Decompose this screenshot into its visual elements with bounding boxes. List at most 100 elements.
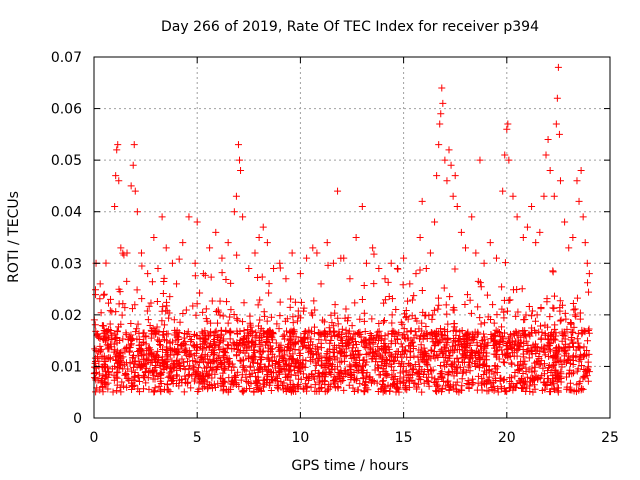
data-point <box>431 218 439 226</box>
band-point <box>287 327 295 335</box>
band-point <box>282 387 290 395</box>
band-point <box>500 296 508 304</box>
band-point <box>360 342 368 350</box>
band-point <box>584 358 592 366</box>
band-point <box>125 375 133 383</box>
band-point <box>183 330 191 338</box>
band-point <box>246 321 254 329</box>
band-point <box>252 329 260 337</box>
data-point <box>550 192 558 200</box>
band-point <box>317 339 325 347</box>
band-point <box>229 380 237 388</box>
band-point <box>250 387 258 395</box>
band-point <box>540 370 548 378</box>
band-point <box>356 380 364 388</box>
band-point <box>230 379 238 387</box>
band-point <box>463 352 471 360</box>
band-point <box>171 347 179 355</box>
band-point <box>521 327 529 335</box>
band-point <box>128 382 136 390</box>
band-point <box>336 347 344 355</box>
band-point <box>97 345 105 353</box>
band-point <box>520 350 528 358</box>
data-point <box>540 192 548 200</box>
band-point <box>121 304 129 312</box>
band-point <box>485 373 493 381</box>
band-point <box>318 383 326 391</box>
data-point <box>387 259 395 267</box>
band-point <box>236 356 244 364</box>
band-point <box>566 379 574 387</box>
y-tick-labels: 0 0.01 0.02 0.03 0.04 0.05 0.06 0.07 <box>51 50 82 427</box>
band-point <box>471 328 479 336</box>
band-point <box>504 307 512 315</box>
band-point <box>279 346 287 354</box>
band-point <box>122 370 130 378</box>
band-point <box>435 301 443 309</box>
band-point <box>360 388 368 396</box>
band-point <box>105 354 113 362</box>
band-point <box>287 295 295 303</box>
band-point <box>483 362 491 370</box>
band-point <box>255 337 263 345</box>
band-point <box>574 330 582 338</box>
band-point <box>514 308 522 316</box>
data-point <box>296 368 304 376</box>
band-point <box>338 334 346 342</box>
band-point <box>425 311 433 319</box>
band-point <box>289 313 297 321</box>
band-point <box>448 367 456 375</box>
band-point <box>584 327 592 335</box>
band-point <box>530 381 538 389</box>
band-point <box>127 341 135 349</box>
band-point <box>309 311 317 319</box>
data-point <box>420 357 428 365</box>
band-point <box>139 371 147 379</box>
band-point <box>191 358 199 366</box>
band-point <box>408 339 416 347</box>
band-point <box>537 357 545 365</box>
band-point <box>513 286 521 294</box>
data-point <box>340 254 348 262</box>
band-point <box>187 384 195 392</box>
band-point <box>237 376 245 384</box>
band-point <box>518 385 526 393</box>
band-point <box>441 344 449 352</box>
band-point <box>137 341 145 349</box>
band-point <box>164 361 172 369</box>
band-point <box>501 329 509 337</box>
band-point <box>541 385 549 393</box>
data-point <box>193 368 201 376</box>
band-point <box>264 347 272 355</box>
band-point <box>581 373 589 381</box>
band-point <box>123 383 131 391</box>
band-point <box>113 356 121 364</box>
data-point <box>400 362 408 370</box>
band-point <box>418 388 426 396</box>
band-point <box>403 386 411 394</box>
data-point <box>553 94 561 102</box>
band-point <box>566 344 574 352</box>
data-point <box>112 172 120 180</box>
band-point <box>239 388 247 396</box>
band-point <box>401 310 409 318</box>
band-point <box>571 311 579 319</box>
band-point <box>428 315 436 323</box>
band-point <box>345 335 353 343</box>
band-point <box>489 301 497 309</box>
y-tick-label: 0.07 <box>51 50 82 66</box>
band-point <box>248 357 256 365</box>
data-points <box>92 63 593 376</box>
band-point <box>558 363 566 371</box>
band-point <box>222 276 230 284</box>
band-point <box>290 383 298 391</box>
band-point <box>405 360 413 368</box>
band-point <box>243 385 251 393</box>
band-point <box>236 336 244 344</box>
band-point <box>318 372 326 380</box>
band-point <box>258 273 266 281</box>
band-point <box>394 385 402 393</box>
band-point <box>248 354 256 362</box>
band-point <box>225 374 233 382</box>
band-point <box>100 336 108 344</box>
